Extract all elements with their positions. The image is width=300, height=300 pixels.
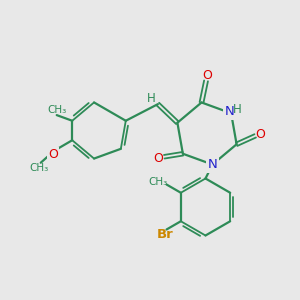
Text: N: N	[225, 105, 235, 118]
Text: O: O	[48, 148, 58, 161]
Text: Br: Br	[157, 228, 173, 242]
Text: CH₃: CH₃	[47, 105, 66, 115]
Text: CH₃: CH₃	[148, 177, 168, 188]
Text: N: N	[208, 158, 217, 171]
Text: O: O	[256, 128, 266, 141]
Text: O: O	[153, 152, 163, 165]
Text: H: H	[233, 103, 242, 116]
Text: CH₃: CH₃	[30, 163, 49, 173]
Text: O: O	[202, 69, 212, 82]
Text: H: H	[147, 92, 156, 105]
